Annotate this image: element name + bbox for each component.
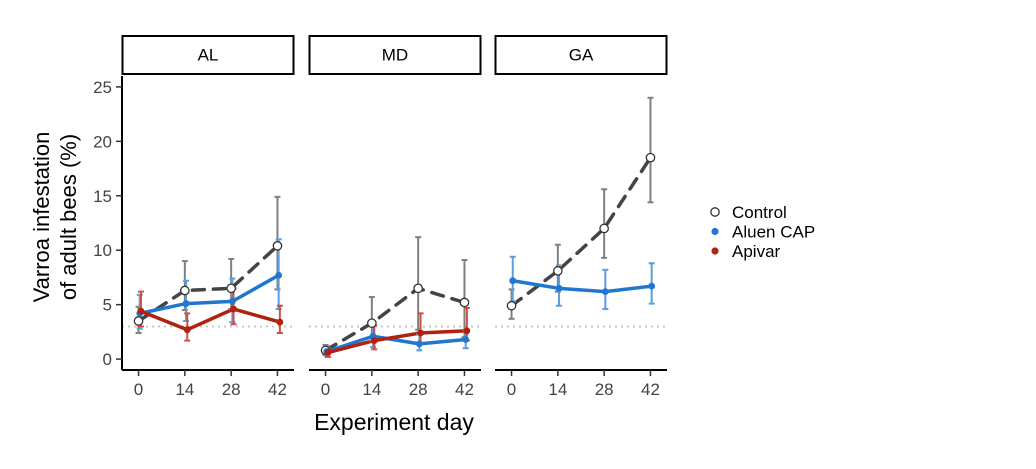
point-md-apivar-0: [324, 349, 332, 356]
y-axis-label-line-2: of adult bees (%): [56, 134, 81, 300]
strip-box-ga: [494, 35, 668, 75]
legend-key-control: [710, 207, 720, 217]
legend-key-aluen-cap: [711, 227, 719, 236]
legend-label-control: Control: [732, 203, 787, 222]
point-ga-control-42: [645, 152, 656, 163]
x-tick-label-al-28: 28: [222, 380, 241, 399]
point-md-control-14: [366, 318, 377, 329]
x-tick-label-md-14: 14: [362, 380, 381, 399]
series-line-ga-control: [509, 155, 653, 308]
panels-layer: AL 0 14 28 42 MD 0 14 28 42 GA 0 14 28 42: [121, 35, 668, 399]
strip-label-ga: GA: [569, 45, 594, 64]
point-ga-control-14: [552, 266, 563, 276]
x-tick-label-ga-0: 0: [507, 380, 516, 399]
strip-box-al: [121, 35, 295, 75]
y-tick-label-20: 20: [93, 132, 112, 151]
legend-label-apivar: Apivar: [732, 242, 781, 261]
point-al-apivar-0: [137, 307, 145, 315]
point-ga-aluen-cap-42: [648, 282, 656, 290]
y-tick-label-15: 15: [93, 187, 112, 206]
point-al-aluen-cap-14: [182, 300, 190, 307]
y-tick-label-10: 10: [93, 241, 112, 260]
point-md-aluen-cap-28: [415, 340, 423, 348]
legend-key-apivar: [711, 247, 719, 255]
point-al-apivar-28: [230, 305, 237, 313]
x-tick-label-al-14: 14: [175, 380, 194, 399]
point-md-control-42: [459, 297, 470, 308]
y-tick-label-5: 5: [103, 296, 112, 315]
point-al-aluen-cap-28: [228, 298, 236, 305]
strip-label-al: AL: [198, 45, 219, 64]
point-md-apivar-42: [463, 327, 471, 335]
series-line-al-apivar: [139, 307, 282, 332]
point-ga-aluen-cap-28: [601, 288, 609, 295]
x-tick-label-ga-42: 42: [641, 380, 660, 399]
y-axis: 0 5 10 15 20 25: [93, 76, 123, 370]
x-tick-label-md-0: 0: [321, 380, 330, 399]
y-tick-label-0: 0: [103, 350, 112, 369]
series-line-md-apivar: [326, 329, 469, 355]
strip-label-md: MD: [382, 45, 408, 64]
x-tick-label-md-42: 42: [455, 380, 474, 399]
legend-label-aluen-cap: Aluen CAP: [732, 223, 815, 242]
x-tick-label-al-42: 42: [268, 380, 287, 399]
point-md-control-28: [413, 283, 424, 294]
y-axis-label-line-1: Varroa infestation: [29, 132, 54, 303]
y-tick-label-25: 25: [93, 78, 112, 97]
strip-box-md: [308, 35, 482, 75]
x-tick-label-ga-14: 14: [548, 380, 567, 399]
series-line-al-control: [136, 244, 280, 323]
point-md-apivar-28: [417, 329, 424, 337]
point-al-control-28: [226, 283, 237, 294]
point-ga-control-0: [506, 300, 517, 311]
panel-md: MD 0 14 28 42: [308, 35, 482, 399]
series-line-ga-aluen-cap: [510, 278, 654, 294]
x-axis-label: Experiment day: [314, 409, 474, 435]
point-md-aluen-cap-42: [462, 336, 470, 343]
point-ga-aluen-cap-0: [509, 277, 517, 285]
point-ga-control-28: [599, 223, 610, 234]
point-al-apivar-14: [183, 326, 191, 334]
point-al-apivar-42: [276, 318, 284, 326]
point-ga-aluen-cap-14: [555, 284, 563, 292]
panel-al: AL 0 14 28 42: [121, 35, 295, 399]
point-al-control-14: [179, 285, 190, 296]
point-al-control-0: [133, 316, 144, 326]
series-line-md-aluen-cap: [324, 334, 468, 354]
point-al-control-42: [272, 241, 283, 251]
x-tick-label-md-28: 28: [409, 380, 428, 399]
point-md-apivar-14: [370, 337, 378, 344]
x-tick-label-ga-28: 28: [595, 380, 614, 399]
series-line-al-aluen-cap: [137, 273, 281, 316]
point-al-aluen-cap-42: [275, 271, 283, 279]
panel-ga: GA 0 14 28 42: [494, 35, 668, 399]
series-line-md-control: [323, 286, 467, 353]
x-tick-label-al-0: 0: [134, 380, 143, 399]
